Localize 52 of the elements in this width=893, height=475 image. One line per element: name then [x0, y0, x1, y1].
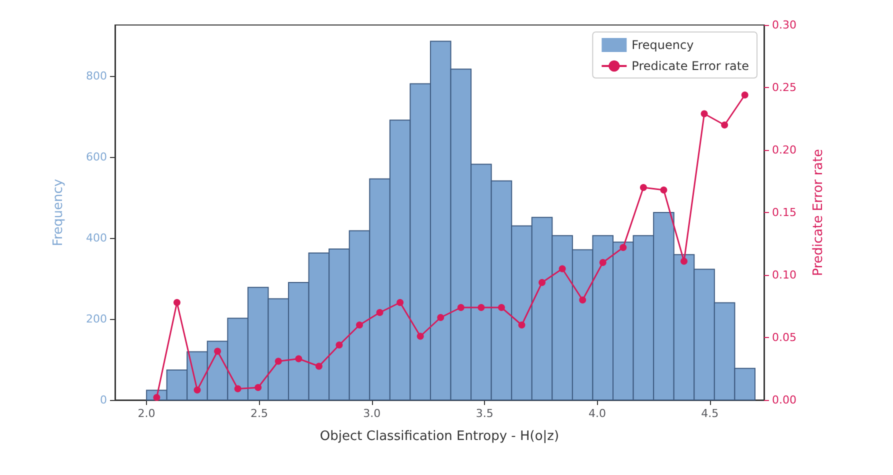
legend-label: Frequency [632, 38, 694, 52]
x-axis-title: Object Classification Entropy - H(o|z) [320, 429, 560, 444]
y-tick-label: 400 [86, 232, 107, 245]
point [437, 314, 444, 321]
point [173, 299, 180, 306]
point [741, 92, 748, 98]
point [356, 322, 363, 328]
y2-tick-label: 0.10 [772, 268, 796, 282]
y-tick-label: 0 [100, 394, 107, 406]
point [620, 244, 627, 251]
point [518, 322, 526, 328]
point [478, 304, 485, 311]
x-tick-label: 4.5 [701, 407, 719, 420]
x-tick-label: 4.0 [588, 407, 606, 420]
y2-tick-label: 0.30 [772, 18, 796, 32]
y-tick-label: 600 [86, 150, 107, 164]
point [721, 122, 728, 128]
point [660, 186, 668, 194]
point [376, 309, 384, 316]
point [214, 348, 222, 355]
point [396, 299, 404, 306]
point [558, 265, 566, 272]
y2-tick-label: 0.15 [772, 206, 796, 219]
point [274, 358, 282, 365]
y2-tick-label: 0.05 [772, 331, 796, 344]
y2-axis-title: Predicate Error rate [811, 148, 826, 276]
point [538, 279, 546, 286]
y2-tick-label: 0.25 [772, 81, 796, 94]
point [234, 385, 242, 392]
point [579, 296, 586, 304]
point [194, 386, 201, 394]
y-tick-label: 800 [86, 70, 107, 83]
x-tick-label: 3.5 [476, 407, 494, 420]
point [640, 184, 647, 191]
y-axis-title: Frequency [51, 178, 66, 246]
point [254, 384, 262, 391]
x-tick-label: 2.0 [138, 407, 156, 420]
y2-tick-label: 0.20 [772, 144, 796, 156]
x-tick-label: 3.0 [363, 407, 381, 420]
point [700, 110, 708, 118]
point [336, 342, 343, 348]
point [315, 362, 322, 370]
y2-tick-label: 0.00 [772, 394, 796, 406]
x-tick-label: 2.5 [250, 407, 268, 420]
point [498, 304, 505, 311]
y-tick-label: 200 [86, 312, 107, 326]
point [457, 304, 464, 311]
point [295, 355, 302, 362]
point [599, 259, 606, 266]
legend-label: Predicate Error rate [632, 59, 750, 73]
point [416, 332, 424, 340]
point [680, 258, 688, 265]
